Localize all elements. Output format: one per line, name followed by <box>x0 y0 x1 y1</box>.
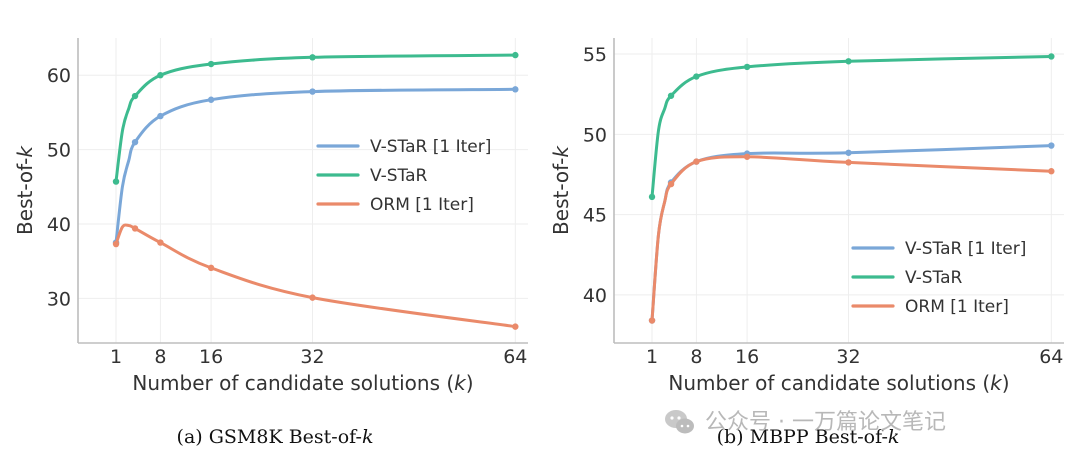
legend-label: ORM [1 Iter] <box>905 297 1009 317</box>
data-point <box>1048 142 1055 149</box>
x-tick-label: 16 <box>735 346 759 368</box>
data-point <box>512 86 519 93</box>
x-tick-label: 8 <box>690 346 702 368</box>
grid <box>78 38 528 343</box>
data-point <box>845 58 852 65</box>
x-tick-label: 1 <box>110 346 122 368</box>
y-tick-label: 60 <box>47 65 71 87</box>
legend-label: ORM [1 Iter] <box>370 195 474 215</box>
series-line-0 <box>114 87 517 245</box>
data-point <box>512 51 519 59</box>
watermark-text: 公众号 · 一万篇论文笔记 <box>705 410 946 435</box>
wechat-icon <box>665 410 694 434</box>
data-point <box>157 71 164 79</box>
x-tick-label: 1 <box>646 346 658 368</box>
data-point <box>207 96 215 103</box>
data-point <box>207 60 215 68</box>
data-point <box>112 178 120 185</box>
x-tick-label: 64 <box>1039 346 1063 368</box>
data-point <box>743 63 751 71</box>
y-tick-label: 55 <box>583 44 607 66</box>
data-point <box>131 92 139 100</box>
data-point <box>1048 53 1055 60</box>
legend-label: V-STaR [1 Iter] <box>370 137 491 157</box>
x-tick-label: 16 <box>199 346 223 368</box>
series-line-1 <box>650 55 1053 199</box>
series-line-0 <box>650 144 1053 322</box>
data-point <box>157 239 164 246</box>
series-line-2 <box>114 223 517 329</box>
chart-mbpp: 40 45 50 55 1 8 16 32 64 Number of candidate solu… <box>549 38 1064 448</box>
legend: V-STaR [1 Iter] V-STaR ORM [1 Iter] <box>851 239 1026 317</box>
series-line-1 <box>114 53 517 184</box>
data-point <box>648 193 656 201</box>
x-axis-label: Number of candidate solutions (k) <box>668 371 1009 395</box>
legend: V-STaR [1 Iter] V-STaR ORM [1 Iter] <box>316 137 491 215</box>
data-point <box>845 159 852 166</box>
y-tick-label: 40 <box>583 285 607 307</box>
data-point <box>667 92 675 99</box>
data-point <box>845 149 852 156</box>
y-tick-label: 50 <box>47 140 71 162</box>
data-point <box>207 264 215 272</box>
y-tick-label: 30 <box>47 288 71 310</box>
data-point <box>693 73 700 80</box>
data-point <box>693 158 700 165</box>
y-tick-label: 40 <box>47 214 71 236</box>
data-point <box>112 240 120 248</box>
chart-gsm8k: 30 40 50 60 1 8 16 32 64 Number of candidate solu… <box>13 38 528 448</box>
data-point <box>1048 168 1055 175</box>
x-tick-label: 8 <box>154 346 166 368</box>
y-axis-label: Best-of-k <box>549 145 573 235</box>
data-point <box>157 112 164 120</box>
chart-caption: (a) GSM8K Best-of-k <box>177 426 374 448</box>
data-point <box>743 153 751 160</box>
watermark: 公众号 · 一万篇论文笔记 <box>665 410 946 435</box>
data-point <box>131 138 139 146</box>
y-axis-label: Best-of-k <box>13 145 37 235</box>
data-point <box>309 294 316 301</box>
data-point <box>512 323 519 330</box>
data-point <box>131 225 139 232</box>
legend-label: V-STaR <box>905 268 963 288</box>
y-tick-label: 50 <box>583 124 607 146</box>
data-point <box>648 317 656 324</box>
chart-caption: (b) MBPP Best-of-k <box>717 426 900 448</box>
x-tick-label: 32 <box>300 346 324 368</box>
x-tick-label: 64 <box>503 346 527 368</box>
data-point <box>309 88 316 95</box>
x-tick-label: 32 <box>836 346 860 368</box>
data-point <box>309 54 316 61</box>
legend-label: V-STaR [1 Iter] <box>905 239 1026 259</box>
data-point <box>667 180 675 188</box>
legend-label: V-STaR <box>370 166 428 186</box>
y-tick-label: 45 <box>583 205 607 227</box>
x-axis-label: Number of candidate solutions (k) <box>132 371 473 395</box>
